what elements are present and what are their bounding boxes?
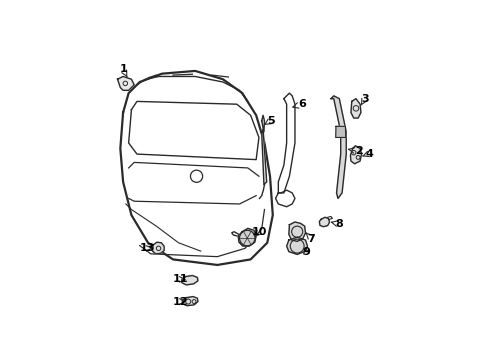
Text: 5: 5 bbox=[266, 116, 274, 126]
Polygon shape bbox=[288, 222, 305, 242]
Polygon shape bbox=[261, 129, 266, 185]
Polygon shape bbox=[182, 297, 198, 306]
Text: 4: 4 bbox=[365, 149, 373, 158]
Text: 6: 6 bbox=[298, 99, 305, 109]
Text: 7: 7 bbox=[307, 234, 315, 244]
Polygon shape bbox=[261, 115, 264, 132]
Text: 10: 10 bbox=[251, 227, 266, 237]
Text: 12: 12 bbox=[173, 297, 188, 307]
Polygon shape bbox=[350, 146, 361, 164]
Text: 8: 8 bbox=[334, 219, 342, 229]
Polygon shape bbox=[335, 126, 345, 138]
Polygon shape bbox=[286, 237, 307, 255]
Polygon shape bbox=[319, 217, 329, 227]
Polygon shape bbox=[182, 275, 198, 285]
Text: 2: 2 bbox=[354, 146, 362, 156]
Text: 3: 3 bbox=[360, 94, 368, 104]
Polygon shape bbox=[117, 76, 134, 90]
Text: 11: 11 bbox=[173, 274, 188, 284]
Text: 9: 9 bbox=[302, 247, 309, 257]
Text: 1: 1 bbox=[119, 64, 127, 74]
Polygon shape bbox=[350, 99, 360, 118]
Polygon shape bbox=[238, 228, 256, 246]
Text: 13: 13 bbox=[140, 243, 155, 253]
Polygon shape bbox=[330, 96, 346, 198]
Polygon shape bbox=[152, 242, 164, 254]
